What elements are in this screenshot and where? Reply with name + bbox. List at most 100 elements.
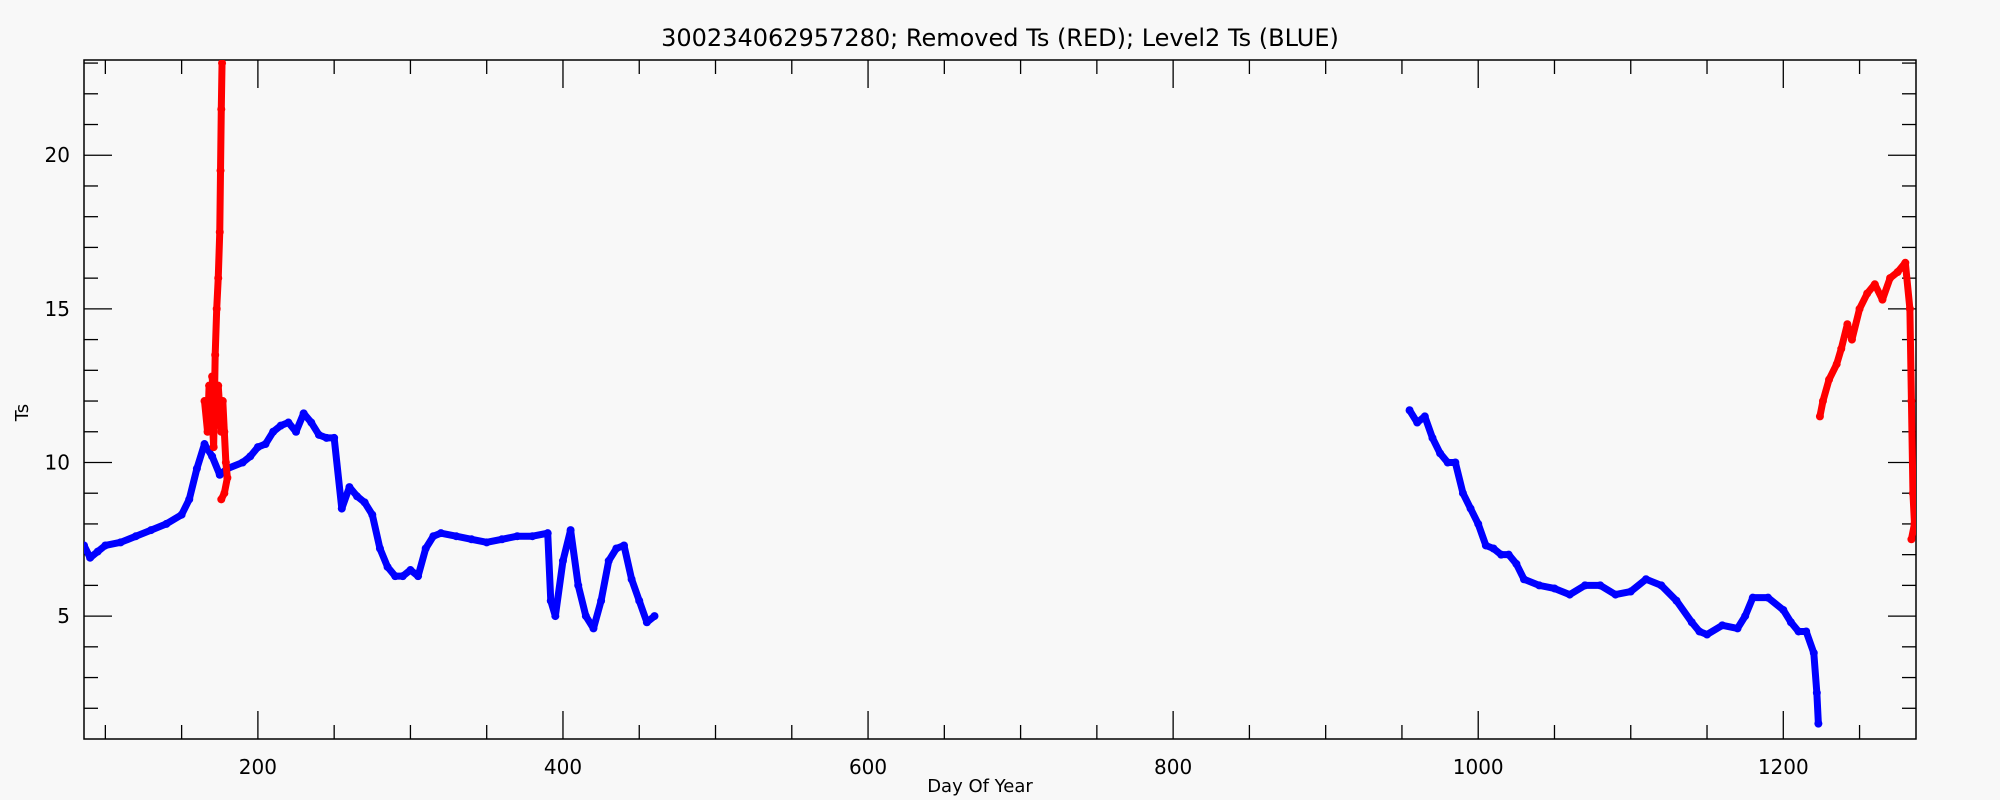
chart-title: 300234062957280; Removed Ts (RED); Level… <box>661 24 1339 52</box>
level2-data-point <box>612 544 621 553</box>
level2-data-point <box>1779 605 1788 614</box>
level2-data-point <box>200 440 209 449</box>
level2-data-point <box>1687 618 1696 627</box>
level2-data-point <box>581 612 590 621</box>
level2-data-point <box>337 504 346 513</box>
level2-data-point <box>635 596 644 605</box>
level2-data-point <box>1812 688 1821 697</box>
level2-data-point <box>558 556 567 565</box>
level2-series-line <box>1406 406 1822 728</box>
level2-data-point <box>1420 412 1429 421</box>
level2-data-point <box>1741 612 1750 621</box>
level2-data-point <box>1481 541 1490 550</box>
x-tick-label: 1200 <box>1758 755 1809 779</box>
level2-data-point <box>1794 627 1803 636</box>
level2-data-point <box>360 498 369 507</box>
removed-data-point <box>1878 295 1887 304</box>
level2-data-point <box>604 556 613 565</box>
level2-data-point <box>307 418 316 427</box>
level2-data-point <box>421 544 430 553</box>
level2-data-point <box>375 544 384 553</box>
level2-data-point <box>1550 584 1559 593</box>
x-tick-label: 600 <box>849 755 887 779</box>
level2-data-point <box>1580 581 1589 590</box>
level2-data-point <box>322 433 331 442</box>
level2-data-point <box>1474 519 1483 528</box>
removed-data-point <box>1837 344 1846 353</box>
removed-data-point <box>216 166 225 175</box>
level2-data-point <box>116 538 125 547</box>
level2-data-point <box>574 581 583 590</box>
removed-data-point <box>208 372 217 381</box>
level2-data-point <box>1413 418 1422 427</box>
removed-data-point <box>1818 397 1827 406</box>
level2-data-point <box>162 519 171 528</box>
level2-data-point <box>1497 550 1506 559</box>
removed-data-point <box>1901 258 1910 267</box>
removed-data-point <box>218 60 227 68</box>
level2-data-point <box>314 430 323 439</box>
level2-data-point <box>546 596 555 605</box>
level2-data-point <box>597 596 606 605</box>
x-axis-label: Day Of Year <box>927 776 1033 797</box>
level2-data-point <box>1657 581 1666 590</box>
removed-data-point <box>211 421 220 430</box>
level2-data-point <box>299 409 308 418</box>
removed-data-point <box>1825 375 1834 384</box>
removed-data-point <box>215 228 224 237</box>
removed-data-point <box>1886 274 1895 283</box>
level2-data-point <box>246 452 255 461</box>
level2-data-point <box>208 452 217 461</box>
level2-data-point <box>292 427 301 436</box>
level2-data-point <box>238 458 247 467</box>
level2-data-point <box>1458 489 1467 498</box>
level2-data-point <box>1642 575 1651 584</box>
level2-data-point <box>1489 544 1498 553</box>
level2-data-point <box>192 464 201 473</box>
level2-data-point <box>543 529 552 538</box>
level2-data-point <box>1535 581 1544 590</box>
level2-data-point <box>353 492 362 501</box>
level2-data-point <box>330 433 339 442</box>
level2-data-point <box>269 427 278 436</box>
level2-data-point <box>253 443 262 452</box>
level2-data-point <box>1718 621 1727 630</box>
removed-data-point <box>1855 304 1864 313</box>
removed-data-point <box>203 427 212 436</box>
removed-data-point <box>212 304 221 313</box>
y-tick-label: 20 <box>45 143 70 167</box>
level2-data-point <box>619 541 628 550</box>
removed-data-point <box>217 495 226 504</box>
level2-data-point <box>1519 575 1528 584</box>
removed-data-point <box>1815 412 1824 421</box>
level2-data-point <box>177 510 186 519</box>
level2-data-point <box>1626 587 1635 596</box>
removed-data-point <box>1908 489 1916 498</box>
removed-data-point <box>1893 267 1902 276</box>
level2-data-point <box>185 495 194 504</box>
removed-data-point <box>1910 519 1916 528</box>
level2-data-point <box>261 440 270 449</box>
level2-data-point <box>391 572 400 581</box>
removed-series-line <box>208 372 231 503</box>
level2-data-point <box>1428 433 1437 442</box>
level2-data-point <box>1512 559 1521 568</box>
level2-data-point <box>1695 627 1704 636</box>
x-tick-label: 200 <box>239 755 277 779</box>
removed-data-point <box>1907 535 1916 544</box>
level2-data-point <box>452 532 461 541</box>
level2-data-point <box>84 541 88 550</box>
level2-data-point <box>1436 449 1445 458</box>
level2-data-point <box>215 470 224 479</box>
level2-data-point <box>276 421 285 430</box>
level2-data-point <box>383 562 392 571</box>
removed-data-point <box>220 427 229 436</box>
level2-data-point <box>1596 581 1605 590</box>
level2-data-point <box>1405 406 1414 415</box>
level2-data-point <box>482 538 491 547</box>
level2-data-point <box>1672 596 1681 605</box>
removed-data-point <box>220 489 229 498</box>
level2-data-point <box>1466 504 1475 513</box>
removed-data-point <box>200 397 209 406</box>
removed-data-point <box>1847 335 1856 344</box>
